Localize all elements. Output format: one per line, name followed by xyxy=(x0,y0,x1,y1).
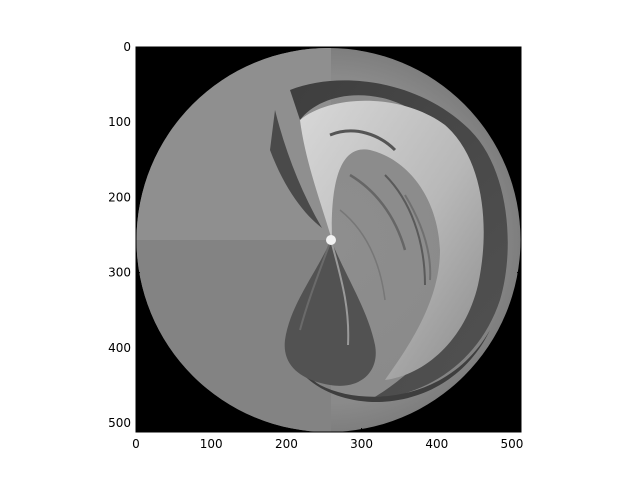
x-tick-label: 400 xyxy=(425,437,448,451)
y-tick-label: 300 xyxy=(108,266,131,280)
y-tick-label: 500 xyxy=(108,416,131,430)
y-axis: 0 100 200 300 400 500 xyxy=(108,40,521,430)
y-tick-label: 200 xyxy=(108,190,131,204)
y-tick-label: 0 xyxy=(123,40,131,54)
x-tick-label: 100 xyxy=(200,437,223,451)
x-tick-label: 300 xyxy=(350,437,373,451)
x-tick-label: 0 xyxy=(132,437,140,451)
y-tick-label: 400 xyxy=(108,341,131,355)
y-tick-label: 100 xyxy=(108,115,131,129)
x-tick-label: 500 xyxy=(501,437,524,451)
x-tick-label: 200 xyxy=(275,437,298,451)
x-axis: 0 100 200 300 400 500 xyxy=(132,47,523,451)
swirl-image xyxy=(136,48,521,432)
axes-frame xyxy=(135,46,522,433)
